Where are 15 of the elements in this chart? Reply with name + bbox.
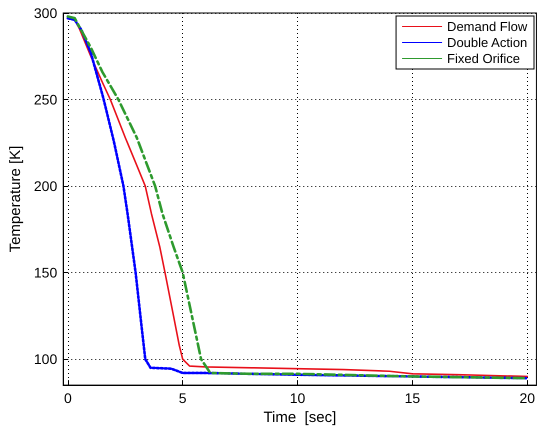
- legend-label: Fixed Orifice: [447, 51, 520, 66]
- y-tick-label: 100: [34, 351, 58, 368]
- x-tick-label: 5: [178, 390, 187, 406]
- y-tick-label: 150: [34, 264, 58, 281]
- legend-label: Demand Flow: [447, 19, 528, 34]
- x-tick-label: 20: [519, 390, 536, 406]
- x-tick-label: 15: [404, 390, 420, 406]
- y-axis-title: Temperature [K]: [7, 146, 24, 252]
- x-tick-label: 0: [64, 390, 72, 406]
- y-tick-label: 200: [34, 178, 58, 194]
- x-axis-title: Time [sec]: [263, 409, 336, 426]
- legend-label: Double Action: [447, 35, 528, 50]
- y-tick-label: 300: [34, 5, 58, 21]
- x-tick-label: 10: [290, 390, 306, 406]
- y-tick-label: 250: [34, 92, 58, 108]
